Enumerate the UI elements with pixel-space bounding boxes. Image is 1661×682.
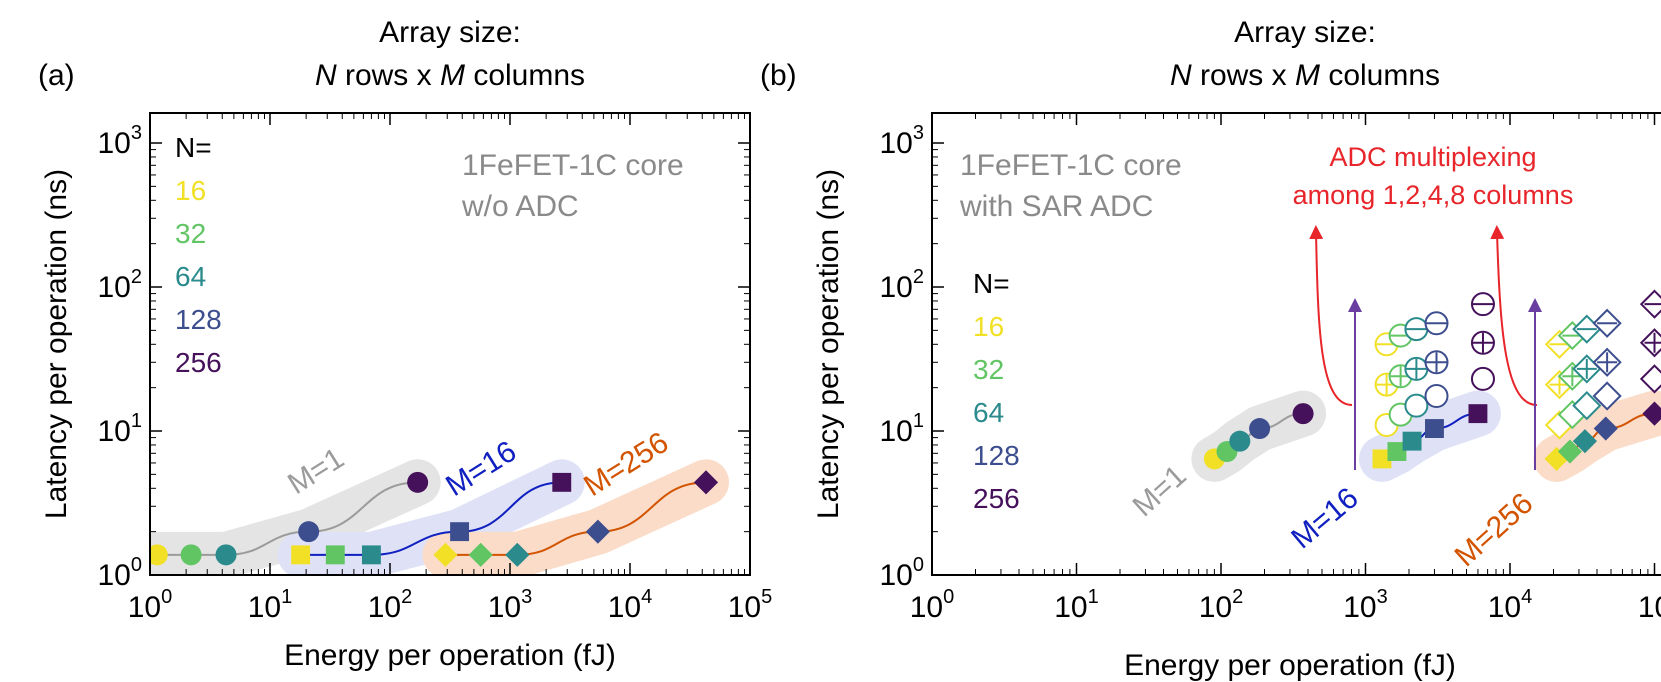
circle-marker-N16 bbox=[150, 544, 168, 566]
x-tick-label: 103 bbox=[1343, 586, 1388, 624]
square-marker-N256 bbox=[1468, 404, 1488, 424]
y-tick-label: 102 bbox=[98, 266, 143, 304]
legend-b-32: 32 bbox=[973, 354, 1004, 385]
legend-a-title: N= bbox=[175, 132, 212, 163]
x-tick-label: 102 bbox=[368, 586, 413, 624]
legend-b-256: 256 bbox=[973, 483, 1020, 514]
y-tick-label: 102 bbox=[880, 266, 925, 304]
y-tick-label: 100 bbox=[98, 554, 143, 592]
circle-marker-N32 bbox=[180, 544, 202, 566]
panel-b-red-annotation-line1: ADC multiplexing bbox=[1329, 142, 1536, 172]
circle-marker-N128 bbox=[298, 521, 320, 543]
y-tick-label: 103 bbox=[98, 122, 143, 160]
legend-b-title: N= bbox=[973, 268, 1010, 299]
diamond-marker-N64 bbox=[505, 542, 530, 567]
panel-a: (a) Array size: N rows x M columns 100 10… bbox=[38, 16, 772, 672]
legend-a-32: 32 bbox=[175, 218, 206, 249]
panel-b-ylabel: Latency per operation (ns) bbox=[812, 169, 845, 519]
panel-b-marks bbox=[1191, 289, 1661, 482]
x-tick-label: 104 bbox=[1488, 586, 1533, 624]
diamond-marker-N16 bbox=[433, 542, 458, 567]
panel-b-legend: N= 16 32 64 128 256 bbox=[973, 268, 1020, 514]
panel-b-label: (b) bbox=[760, 59, 797, 92]
panel-a-label: (a) bbox=[38, 59, 75, 92]
square-marker-N128 bbox=[1424, 419, 1444, 438]
panel-a-m1-label: M=1 bbox=[282, 442, 350, 501]
legend-b-64: 64 bbox=[973, 397, 1004, 428]
x-tick-label: 104 bbox=[608, 586, 653, 624]
circle-marker-N256 bbox=[1292, 403, 1314, 425]
circle-marker-N64 bbox=[215, 544, 237, 566]
open-diamond-marker bbox=[1639, 364, 1661, 394]
panel-a-title-line2: N rows x M columns bbox=[315, 59, 585, 92]
legend-a-128: 128 bbox=[175, 304, 222, 335]
x-tick-label: 10 bbox=[1638, 591, 1661, 624]
panel-a-ticks: 100 101 102 103 104 105 100 101 102 103 bbox=[98, 113, 773, 624]
y-tick-label: 100 bbox=[880, 554, 925, 592]
diamond-marker-N256 bbox=[693, 470, 719, 495]
circle-marker-N64 bbox=[1229, 430, 1251, 452]
y-tick-label: 101 bbox=[98, 410, 143, 448]
open-circle-marker bbox=[1470, 366, 1495, 391]
open-diamond-marker bbox=[1592, 381, 1622, 411]
panel-b-annotation-line2: with SAR ADC bbox=[959, 190, 1153, 223]
x-tick-label: 100 bbox=[910, 586, 955, 624]
red-arrow-left bbox=[1309, 225, 1353, 406]
panel-b-xlabel: Energy per operation (fJ) bbox=[1124, 649, 1456, 682]
panel-a-title-line1: Array size: bbox=[379, 16, 521, 49]
x-tick-label: 100 bbox=[128, 586, 173, 624]
x-tick-label: 101 bbox=[248, 586, 293, 624]
diamond-marker-N32 bbox=[468, 542, 493, 567]
square-marker-N256 bbox=[552, 472, 572, 492]
legend-b-128: 128 bbox=[973, 440, 1020, 471]
legend-b-16: 16 bbox=[973, 311, 1004, 342]
panel-a-annotation-line1: 1FeFET-1C core bbox=[462, 149, 684, 182]
panel-b-title-line1: Array size: bbox=[1234, 16, 1376, 49]
panel-a-ylabel: Latency per operation (ns) bbox=[40, 169, 73, 519]
panel-b-red-annotation-line2: among 1,2,4,8 columns bbox=[1293, 180, 1574, 210]
y-tick-label: 101 bbox=[880, 410, 925, 448]
panel-b-m1-label: M=1 bbox=[1127, 459, 1193, 523]
panel-a-legend: N= 16 32 64 128 256 bbox=[175, 132, 222, 378]
square-marker-N16 bbox=[291, 545, 311, 565]
red-arrow-right bbox=[1490, 225, 1538, 406]
open-circle-marker bbox=[1404, 393, 1429, 418]
square-marker-N64 bbox=[1402, 431, 1422, 451]
x-tick-label: 105 bbox=[728, 586, 773, 624]
legend-a-64: 64 bbox=[175, 261, 206, 292]
square-marker-N128 bbox=[450, 522, 470, 542]
legend-a-256: 256 bbox=[175, 347, 222, 378]
panel-b-m256-label: M=256 bbox=[1449, 487, 1540, 573]
panel-a-annotation-line2: w/o ADC bbox=[461, 190, 579, 223]
diamond-marker-N32 bbox=[1557, 439, 1583, 464]
square-marker-N64 bbox=[361, 545, 381, 565]
x-tick-label: 102 bbox=[1199, 586, 1244, 624]
diamond-marker-N128 bbox=[585, 519, 610, 544]
y-tick-label: 103 bbox=[880, 122, 925, 160]
circle-marker-N256 bbox=[407, 471, 429, 493]
panel-a-xlabel: Energy per operation (fJ) bbox=[284, 639, 616, 672]
square-marker-N32 bbox=[325, 545, 345, 565]
x-tick-label: 103 bbox=[488, 586, 533, 624]
panel-b-m16-label: M=16 bbox=[1285, 481, 1364, 555]
diamond-marker-N16 bbox=[1544, 446, 1569, 471]
open-diamond-marker bbox=[1572, 391, 1602, 421]
x-tick-label: 101 bbox=[1054, 586, 1099, 624]
panel-b: (b) Array size: N rows x M columns 100 10… bbox=[760, 16, 1661, 682]
diamond-marker-N64 bbox=[1572, 429, 1598, 454]
panel-b-title-line2: N rows x M columns bbox=[1170, 59, 1440, 92]
square-marker-N32 bbox=[1387, 442, 1407, 461]
panel-b-ticks: 100 101 102 103 104 10 100 101 102 103 bbox=[880, 113, 1661, 624]
open-circle-marker bbox=[1424, 384, 1449, 409]
panel-a-marks bbox=[150, 459, 729, 575]
circle-marker-N128 bbox=[1249, 418, 1271, 440]
legend-a-16: 16 bbox=[175, 175, 206, 206]
diamond-marker-N256 bbox=[1642, 401, 1661, 426]
square-marker-N16 bbox=[1372, 449, 1392, 469]
diamond-marker-N128 bbox=[1593, 416, 1618, 441]
panel-b-annotation-line1: 1FeFET-1C core bbox=[960, 149, 1182, 182]
